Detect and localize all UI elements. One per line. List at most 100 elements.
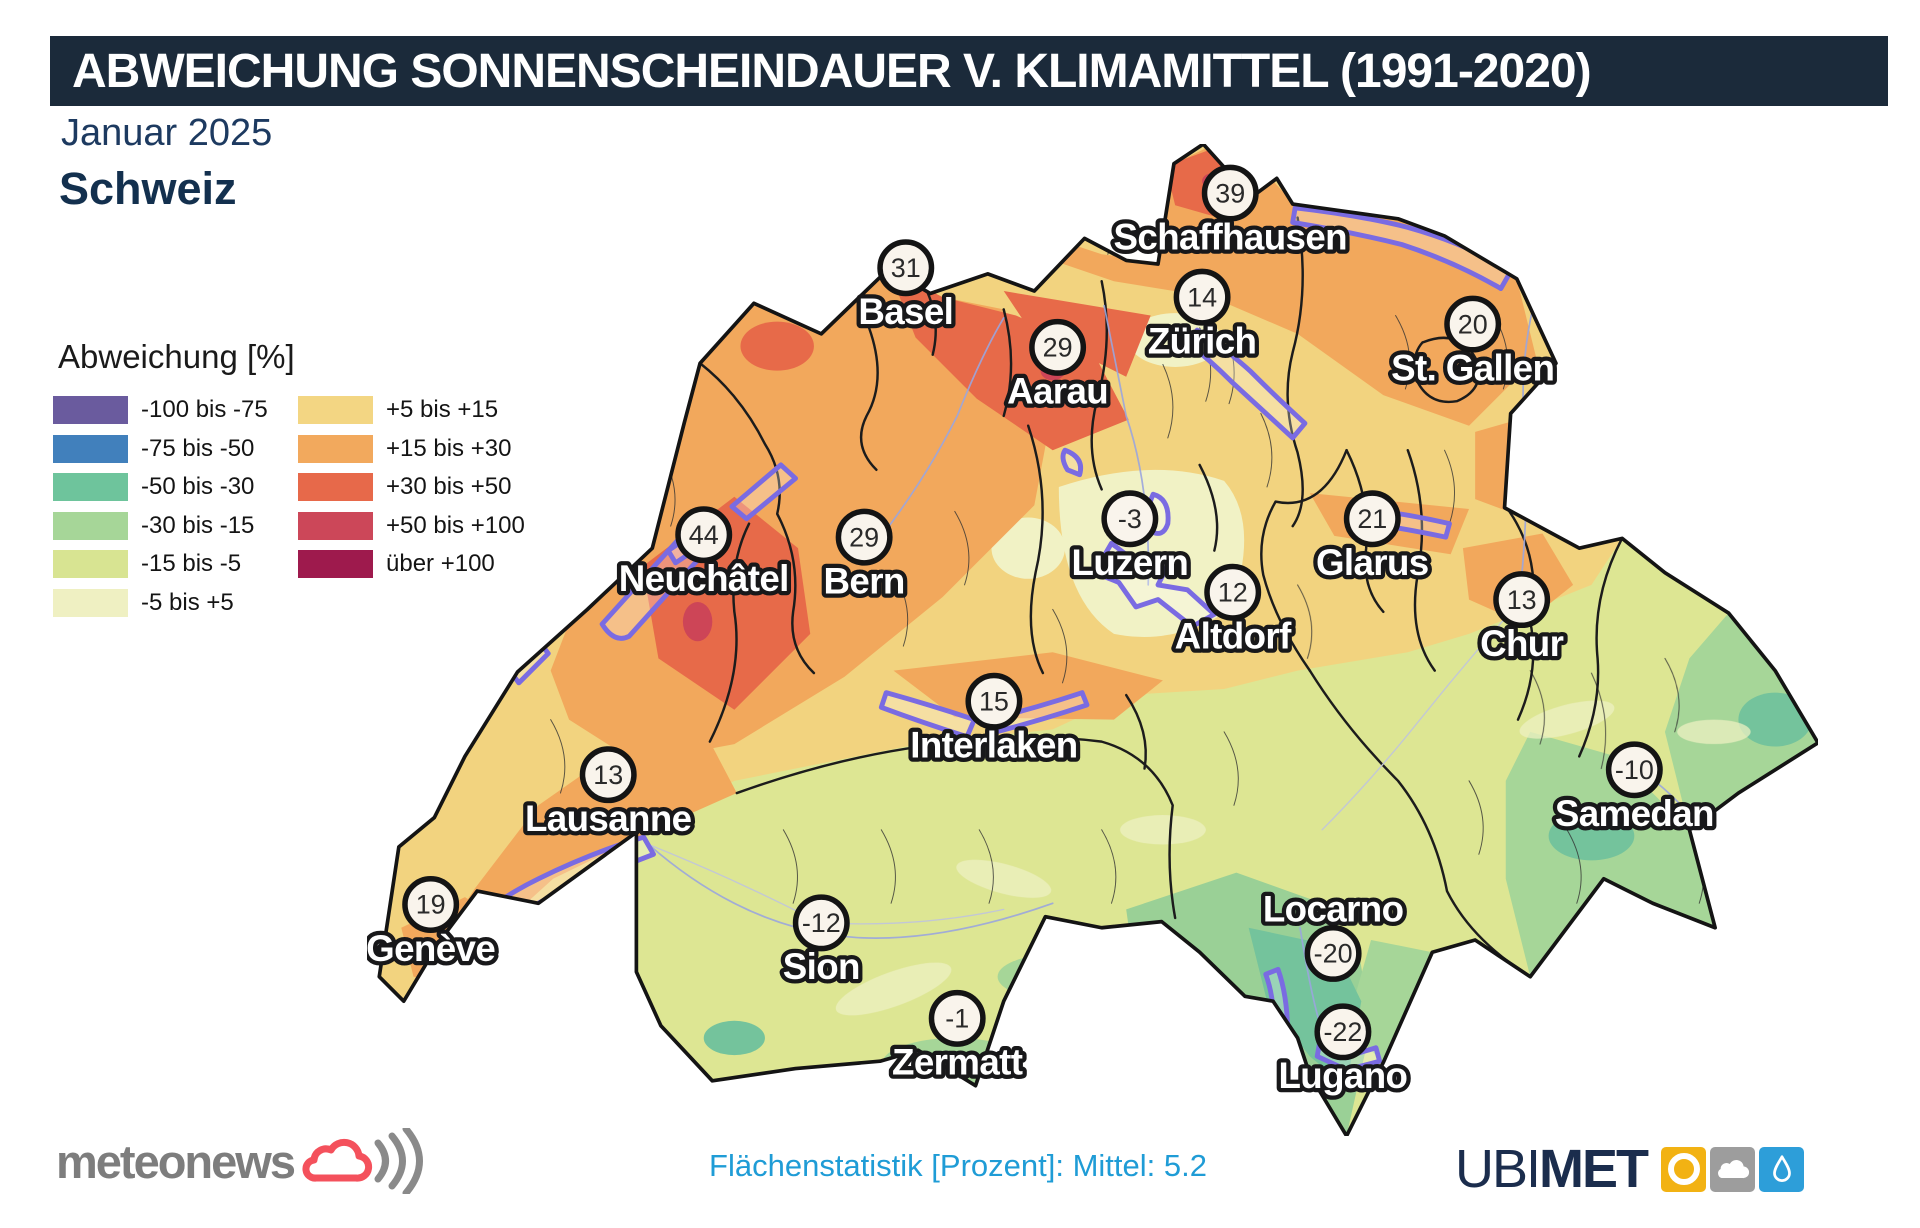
legend-swatch	[53, 473, 128, 502]
city-name-label: Sion	[783, 946, 860, 987]
legend-swatch	[53, 588, 128, 617]
value-circle	[1605, 741, 1663, 799]
deviation-value: -22	[1323, 1017, 1362, 1047]
value-circle	[1101, 490, 1159, 548]
legend-item: +5 bis +15	[298, 396, 525, 424]
legend-item: +50 bis +100	[298, 511, 525, 540]
deviation-value: 29	[1043, 333, 1073, 363]
city-name-label: Zermatt	[892, 1042, 1023, 1083]
value-circle	[1173, 268, 1231, 326]
city-markers-layer: Schaffhausen 39 Basel 31 Zürich 14 St. Gallen 2…	[367, 164, 1719, 1100]
city-marker: Zürich 14	[1144, 268, 1261, 366]
legend-label: -5 bis +5	[141, 588, 234, 616]
city-marker: St. Gallen 20	[1387, 295, 1559, 393]
city-name-label: Glarus	[1316, 542, 1429, 583]
deviation-value: 14	[1187, 282, 1217, 312]
legend-label: -100 bis -75	[141, 396, 268, 423]
legend-swatch	[298, 550, 373, 579]
city-marker: Bern 29	[819, 508, 910, 606]
city-name-label: Interlaken	[910, 725, 1077, 766]
legend-swatch	[298, 396, 373, 424]
legend-label: -30 bis -15	[141, 511, 255, 539]
legend-label: +50 bis +100	[386, 511, 525, 539]
city-name-label: Locarno	[1263, 889, 1404, 930]
legend-swatch	[53, 434, 128, 463]
value-circle	[877, 239, 935, 297]
area-statistics-text: Flächenstatistik [Prozent]: Mittel: 5.2	[709, 1148, 1207, 1183]
map-color-regions	[379, 144, 1818, 1136]
legend-swatch	[298, 434, 373, 463]
city-name-label: Samedan	[1555, 793, 1714, 834]
city-name-label: Basel	[858, 291, 953, 332]
legend-item: -30 bis -15	[53, 511, 268, 540]
city-marker: Schaffhausen 39	[1109, 164, 1352, 262]
meteonews-wordmark: meteonews	[56, 1134, 296, 1188]
city-name-label: Lugano	[1278, 1055, 1407, 1096]
city-name-label: Schaffhausen	[1114, 216, 1347, 257]
legend-swatch	[53, 550, 128, 579]
deviation-value: 31	[891, 253, 921, 283]
legend-title: Abweichung [%]	[58, 338, 295, 375]
value-circle	[1493, 571, 1551, 629]
value-circle	[579, 746, 637, 804]
city-marker: Samedan -10	[1551, 741, 1719, 838]
meteonews-cloud-icon	[302, 1128, 423, 1194]
value-circle	[835, 508, 893, 566]
deviation-value: -1	[945, 1004, 969, 1034]
subtitle-period: Januar 2025	[61, 112, 273, 154]
value-circle	[965, 672, 1023, 730]
city-name-label: Chur	[1480, 623, 1564, 664]
legend-swatch	[53, 511, 128, 540]
value-circle	[402, 876, 460, 933]
deviation-value: 21	[1357, 504, 1387, 534]
deviation-value: 15	[979, 686, 1009, 716]
value-circle	[1343, 490, 1401, 548]
legend-item: -100 bis -75	[53, 396, 268, 424]
canton-borders	[698, 216, 1624, 978]
legend-item: -75 bis -50	[53, 434, 268, 463]
deviation-value: 44	[689, 520, 719, 550]
legend-swatch	[53, 396, 128, 424]
ubimet-logo: UBIMET	[1455, 1138, 1808, 1200]
city-name-label: Lausanne	[525, 798, 692, 839]
city-name-label: St. Gallen	[1391, 347, 1554, 388]
city-marker: Lugano -22	[1274, 1003, 1412, 1100]
value-circle	[1029, 318, 1087, 376]
deviation-value: -3	[1118, 504, 1142, 534]
switzerland-map: Schaffhausen 39 Basel 31 Zürich 14 St. Gallen 2…	[367, 144, 1818, 1136]
value-circle	[1444, 295, 1502, 353]
city-marker: Locarno -20	[1259, 884, 1408, 982]
droplet-icon	[1759, 1146, 1805, 1192]
legend-column-negative: -100 bis -75 -75 bis -50 -50 bis -30 -30 bi…	[53, 396, 268, 628]
cloud-icon	[1710, 1146, 1756, 1192]
city-name-label: Aarau	[1007, 371, 1108, 412]
legend-column-positive: +5 bis +15 +15 bis +30 +30 bis +50 +50 bis …	[298, 396, 525, 589]
deviation-value: 13	[1507, 585, 1537, 615]
city-name-label: Zürich	[1148, 320, 1257, 361]
city-marker: Genève 19	[367, 876, 500, 973]
deviation-value: 12	[1218, 577, 1248, 607]
value-circle	[928, 989, 986, 1047]
city-name-label: Neuchâtel	[619, 558, 789, 599]
deviation-value: -20	[1314, 939, 1353, 969]
meteonews-logo: meteonews	[56, 1128, 424, 1194]
city-marker: Chur 13	[1476, 571, 1569, 668]
legend-item: +15 bis +30	[298, 434, 525, 463]
ubimet-wordmark: UBIMET	[1455, 1139, 1649, 1199]
city-marker: Aarau 29	[1003, 318, 1113, 416]
value-circle	[1204, 563, 1262, 621]
value-circle	[1201, 164, 1259, 222]
value-circle	[792, 894, 850, 952]
legend-label: -15 bis -5	[141, 550, 242, 578]
deviation-value: -12	[802, 908, 841, 938]
legend-swatch	[298, 511, 373, 540]
city-marker: Lausanne 13	[521, 746, 697, 843]
legend-label: -50 bis -30	[141, 473, 255, 501]
deviation-value: 20	[1458, 309, 1488, 339]
legend-label: +5 bis +15	[386, 396, 499, 423]
city-marker: Interlaken 15	[906, 672, 1082, 770]
legend-label: -75 bis -50	[141, 434, 255, 462]
legend-item: +30 bis +50	[298, 473, 525, 502]
deviation-value: -10	[1615, 755, 1654, 785]
